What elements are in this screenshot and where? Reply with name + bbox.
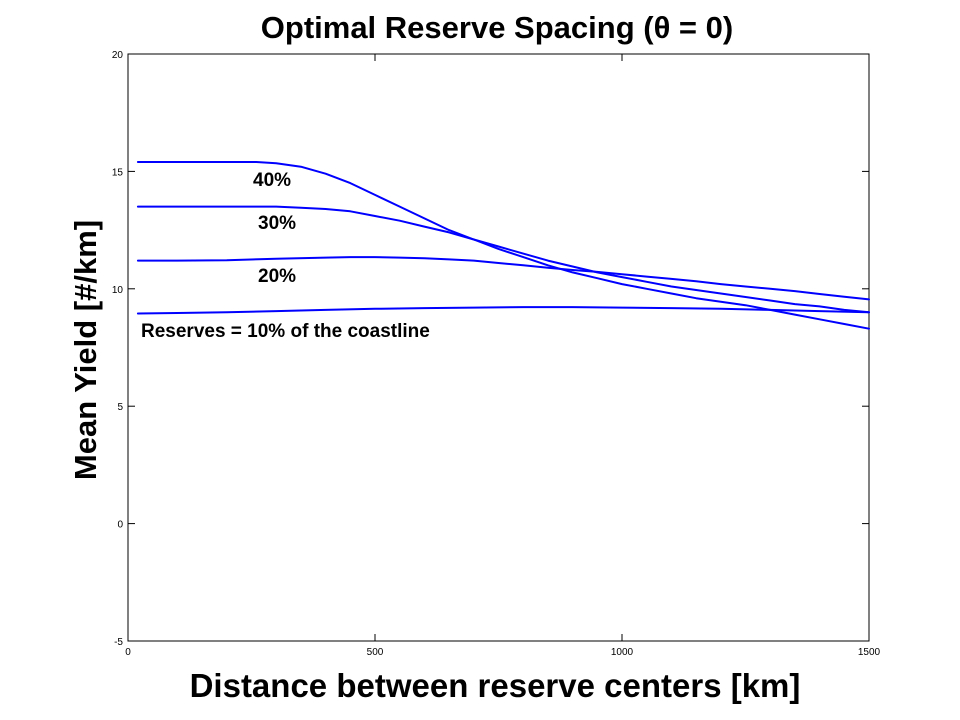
series-label-20: 20%: [258, 266, 296, 287]
series-line-1: [136, 205, 870, 314]
series-line-3: [136, 306, 870, 315]
x-tick-label: 1500: [858, 647, 881, 658]
y-tick-label: 15: [112, 167, 124, 178]
chart-title: Optimal Reserve Spacing (θ = 0): [261, 10, 733, 45]
y-tick-label: 0: [117, 520, 123, 531]
y-tick-label: -5: [114, 637, 123, 648]
y-tick-label: 20: [112, 50, 124, 61]
x-tick-label: 500: [367, 647, 384, 658]
series-line-2: [136, 256, 870, 301]
series-label-30: 30%: [258, 213, 296, 234]
x-axis-label: Distance between reserve centers [km]: [190, 667, 801, 704]
y-tick-label: 10: [112, 285, 124, 296]
y-tick-label: 5: [117, 402, 123, 413]
series-labels: 40% 30% 20% Reserves = 10% of the coastl…: [141, 170, 430, 342]
x-tick-label: 0: [125, 647, 131, 658]
series-label-10: Reserves = 10% of the coastline: [141, 321, 430, 342]
plot-frame: [127, 53, 870, 642]
series-label-40: 40%: [253, 170, 291, 191]
series-lines: [136, 161, 870, 330]
y-axis-label: Mean Yield [#/km]: [68, 220, 103, 480]
series-line-0: [136, 161, 870, 330]
x-tick-label: 1000: [611, 647, 634, 658]
